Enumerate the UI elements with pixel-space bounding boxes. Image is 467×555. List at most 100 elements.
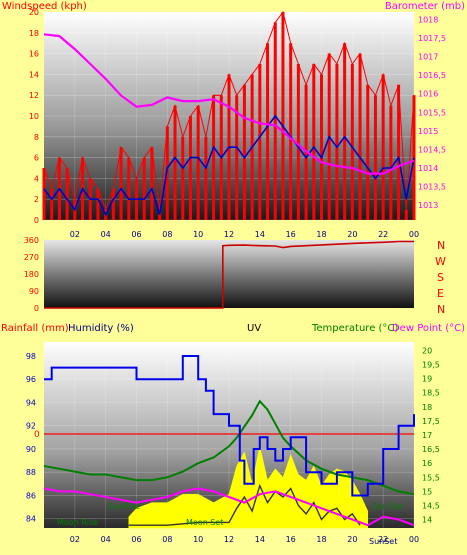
humidity-line: [44, 355, 415, 497]
temp-xtick-label: 10: [193, 535, 203, 544]
barometer-ytick-label: 1014: [418, 164, 438, 173]
wind-series: [42, 10, 416, 220]
temp-xtick-label: 12: [224, 535, 234, 544]
sunrise-annotation: SunRise: [108, 502, 140, 511]
barometer-ytick-label: 1013,5: [418, 183, 446, 192]
humidity-ytick-label: 90: [26, 445, 36, 454]
humidity-ytick-label: 94: [26, 398, 36, 407]
wind-xtick-label: 02: [70, 230, 80, 239]
wind-ytick-label: 8: [34, 133, 39, 142]
direction-label-s: S: [437, 271, 444, 284]
temperature-ytick-label: 15,5: [422, 473, 440, 482]
uv-area: [128, 446, 369, 529]
wind-xtick-label: 12: [224, 230, 234, 239]
humidity-axis-label: Humidity (%): [68, 323, 134, 334]
solar-line: [128, 483, 361, 526]
wind-ytick-label: 4: [34, 174, 39, 183]
direction-label-n-top: N: [437, 239, 445, 252]
windspeed-axis-label: Windspeed (kph): [2, 1, 87, 12]
rainfall-axis-label: Rainfall (mm): [1, 323, 69, 334]
temperature-ytick-label: 17,5: [422, 417, 440, 426]
wind-gust-line: [43, 10, 415, 212]
wind-xtick-label: 14: [255, 230, 265, 239]
temperature-ytick-label: 14,5: [422, 501, 440, 510]
sun-set-annotation: Sun Set: [372, 502, 403, 511]
axis-ticks: 0246810121416182010131013,510141014,5101…: [24, 8, 446, 544]
zero-rainfall-label: 0: [34, 430, 40, 440]
wind-ytick-label: 16: [29, 50, 39, 59]
wind-ytick-label: 2: [34, 195, 39, 204]
wind-ytick-label: 20: [29, 8, 39, 17]
temperature-ytick-label: 15: [422, 487, 432, 496]
wind-xtick-label: 16: [286, 230, 296, 239]
temp-xtick-label: 04: [101, 535, 111, 544]
direction-label-e: E: [437, 287, 444, 300]
temp-xtick-label: 16: [286, 535, 296, 544]
temp-xtick-label: 20: [347, 535, 357, 544]
wind-xtick-label: 20: [347, 230, 357, 239]
temp-xtick-label: 02: [70, 535, 80, 544]
temp-xtick-label: 00: [409, 535, 419, 544]
humidity-ytick-label: 84: [26, 515, 36, 524]
barometer-ytick-label: 1017,5: [418, 34, 446, 43]
direction-label-n-bottom: N: [437, 303, 445, 316]
wind-xtick-label: 10: [193, 230, 203, 239]
wind-ytick-label: 6: [34, 154, 39, 163]
wind-ytick-label: 10: [29, 112, 39, 121]
barometer-ytick-label: 1015,5: [418, 108, 446, 117]
wind-direction-line: [44, 240, 414, 309]
wind-xtick-label: 00: [409, 230, 419, 239]
temperature-ytick-label: 19,5: [422, 361, 440, 370]
direction-label-w: W: [435, 255, 446, 268]
humidity-ytick-label: 96: [26, 375, 36, 384]
humidity-ytick-label: 88: [26, 468, 36, 477]
direction-plot-area: [44, 240, 414, 308]
barometer-ytick-label: 1015: [418, 127, 438, 136]
direction-ytick-label: 270: [24, 253, 39, 262]
direction-ytick-label: 180: [24, 270, 39, 279]
wind-xtick-label: 06: [131, 230, 141, 239]
dewpoint-axis-label: Dew Point (°C): [392, 323, 465, 334]
moon-set-annotation: Moon Set: [186, 518, 223, 527]
wind-ytick-label: 18: [29, 29, 39, 38]
humidity-ytick-label: 98: [26, 352, 36, 361]
barometer-ytick-label: 1016,5: [418, 71, 446, 80]
direction-ytick-label: 90: [29, 287, 39, 296]
barometer-line: [43, 33, 415, 175]
temp-series: [43, 355, 415, 529]
temp-xtick-label: 06: [131, 535, 141, 544]
humidity-ytick-label: 86: [26, 491, 36, 500]
wind-average-line: [43, 114, 415, 217]
temperature-line: [43, 399, 415, 496]
dewpoint-line: [43, 487, 415, 527]
barometer-axis-label: Barometer (mb): [385, 1, 465, 12]
wind-xtick-label: 18: [316, 230, 326, 239]
direction-ytick-label: 360: [24, 236, 39, 245]
moon-rise-annotation: Moon Rise: [57, 518, 98, 527]
wind-ytick-label: 14: [29, 70, 39, 79]
wind-ytick-label: 12: [29, 91, 39, 100]
barometer-ytick-label: 1014,5: [418, 145, 446, 154]
temp-xtick-label: 08: [162, 535, 172, 544]
temperature-axis-label: Temperature (°C): [311, 323, 398, 334]
barometer-ytick-label: 1018: [418, 15, 438, 24]
temperature-ytick-label: 19: [422, 375, 432, 384]
barometer-ytick-label: 1016: [418, 90, 438, 99]
wind-xtick-label: 08: [162, 230, 172, 239]
direction-ytick-label: 0: [34, 304, 39, 313]
direction-series: [44, 240, 414, 309]
temperature-ytick-label: 17: [422, 431, 432, 440]
temperature-ytick-label: 18,5: [422, 389, 440, 398]
humidity-ytick-label: 92: [26, 422, 36, 431]
temperature-ytick-label: 18: [422, 403, 432, 412]
temperature-ytick-label: 16,5: [422, 445, 440, 454]
temperature-ytick-label: 14: [422, 516, 432, 525]
temperature-ytick-label: 20: [422, 346, 432, 355]
wind-xtick-label: 04: [101, 230, 111, 239]
barometer-ytick-label: 1013: [418, 201, 438, 210]
barometer-ytick-label: 1017: [418, 53, 438, 62]
wind-xtick-label: 22: [378, 230, 388, 239]
wind-ytick-label: 0: [34, 216, 39, 225]
uv-axis-label: UV: [247, 323, 261, 334]
